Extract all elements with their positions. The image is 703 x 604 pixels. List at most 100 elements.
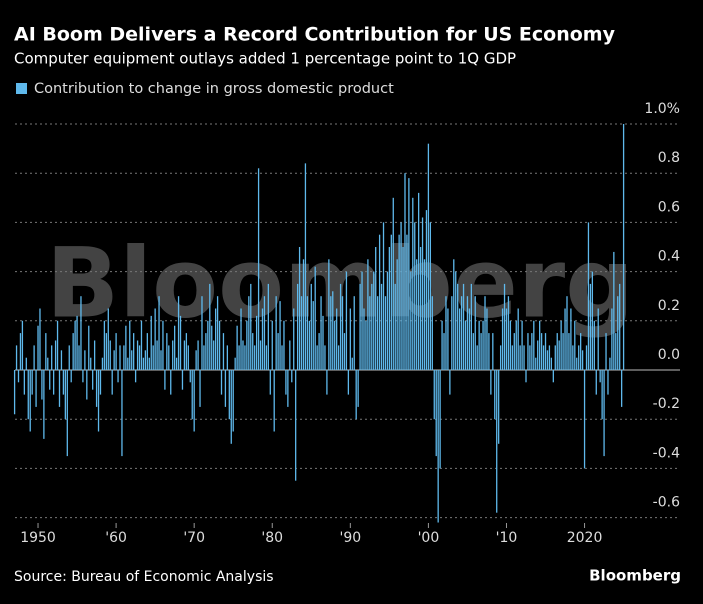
bar xyxy=(166,333,168,370)
bar xyxy=(187,345,189,370)
bar xyxy=(185,333,188,370)
bar xyxy=(56,320,59,370)
bar xyxy=(86,370,88,400)
x-tick-label: 2020 xyxy=(567,530,603,546)
bar xyxy=(74,320,76,370)
bar xyxy=(211,325,213,370)
x-tick-label: '10 xyxy=(496,530,518,546)
bar xyxy=(597,308,599,370)
x-tick-label: '90 xyxy=(339,530,361,546)
bar xyxy=(78,345,80,370)
bar xyxy=(201,296,203,370)
bar xyxy=(279,301,281,370)
bar xyxy=(394,283,396,370)
bar xyxy=(97,370,100,432)
bar xyxy=(252,333,254,370)
bar xyxy=(441,320,443,370)
bar xyxy=(174,325,176,370)
bar xyxy=(15,345,18,370)
bar xyxy=(478,320,480,370)
bar xyxy=(66,370,68,457)
bar xyxy=(244,345,246,370)
bar xyxy=(585,345,588,370)
bar xyxy=(214,308,217,370)
bar xyxy=(175,357,178,370)
bar xyxy=(595,370,597,395)
bar xyxy=(226,345,229,370)
bar xyxy=(367,259,369,370)
bar xyxy=(29,370,31,432)
bar xyxy=(386,271,389,370)
bar xyxy=(470,283,472,370)
bar xyxy=(281,345,283,370)
bar xyxy=(322,315,324,370)
bar xyxy=(337,345,340,370)
bar xyxy=(380,283,383,370)
bar xyxy=(90,357,92,370)
bar xyxy=(406,234,408,370)
bar xyxy=(13,370,16,415)
bar xyxy=(21,320,24,370)
chart-subtitle: Computer equipment outlays added 1 perce… xyxy=(14,50,516,68)
bar xyxy=(373,271,375,370)
bar xyxy=(576,357,578,370)
bar xyxy=(93,340,96,370)
bar xyxy=(318,333,320,370)
bar xyxy=(509,320,512,370)
bar xyxy=(455,271,457,370)
bar xyxy=(550,357,553,370)
bar xyxy=(289,340,291,370)
bar xyxy=(435,370,437,457)
bar xyxy=(453,259,455,370)
bar xyxy=(583,370,586,469)
bar xyxy=(168,345,170,370)
y-tick-label: 0.6 xyxy=(658,199,680,215)
bar xyxy=(134,370,137,383)
bar xyxy=(37,325,39,370)
bar xyxy=(109,340,111,370)
bar xyxy=(498,370,500,444)
bar xyxy=(601,370,603,420)
bar xyxy=(529,345,531,370)
bar xyxy=(546,350,549,370)
bar xyxy=(412,197,414,370)
bar xyxy=(607,370,609,395)
bar xyxy=(300,296,303,370)
bar xyxy=(125,325,127,370)
bar xyxy=(369,296,371,370)
bar xyxy=(357,370,359,407)
bar xyxy=(433,370,435,420)
bar xyxy=(437,370,439,523)
bar xyxy=(429,222,432,370)
bar xyxy=(396,259,398,370)
bar xyxy=(488,333,490,370)
bar xyxy=(150,315,152,370)
bar xyxy=(458,308,461,370)
bar xyxy=(246,320,248,370)
bar xyxy=(404,173,406,370)
bar xyxy=(347,370,350,395)
bar xyxy=(578,345,580,370)
bar xyxy=(439,370,441,469)
bar xyxy=(392,197,394,370)
bar xyxy=(140,320,143,370)
bar xyxy=(172,340,174,370)
bar xyxy=(295,370,297,481)
bar xyxy=(408,178,410,370)
bar xyxy=(39,308,41,370)
bar xyxy=(181,370,184,390)
bar xyxy=(490,370,492,395)
bar xyxy=(304,163,307,370)
bar xyxy=(255,315,258,370)
bar xyxy=(220,370,223,395)
bar xyxy=(443,333,445,370)
bar xyxy=(312,301,314,370)
bar xyxy=(183,340,186,370)
bar xyxy=(179,315,182,370)
bar xyxy=(199,370,201,407)
bar xyxy=(31,370,33,395)
bar xyxy=(417,192,420,370)
bar xyxy=(400,222,402,370)
bar xyxy=(449,370,451,395)
